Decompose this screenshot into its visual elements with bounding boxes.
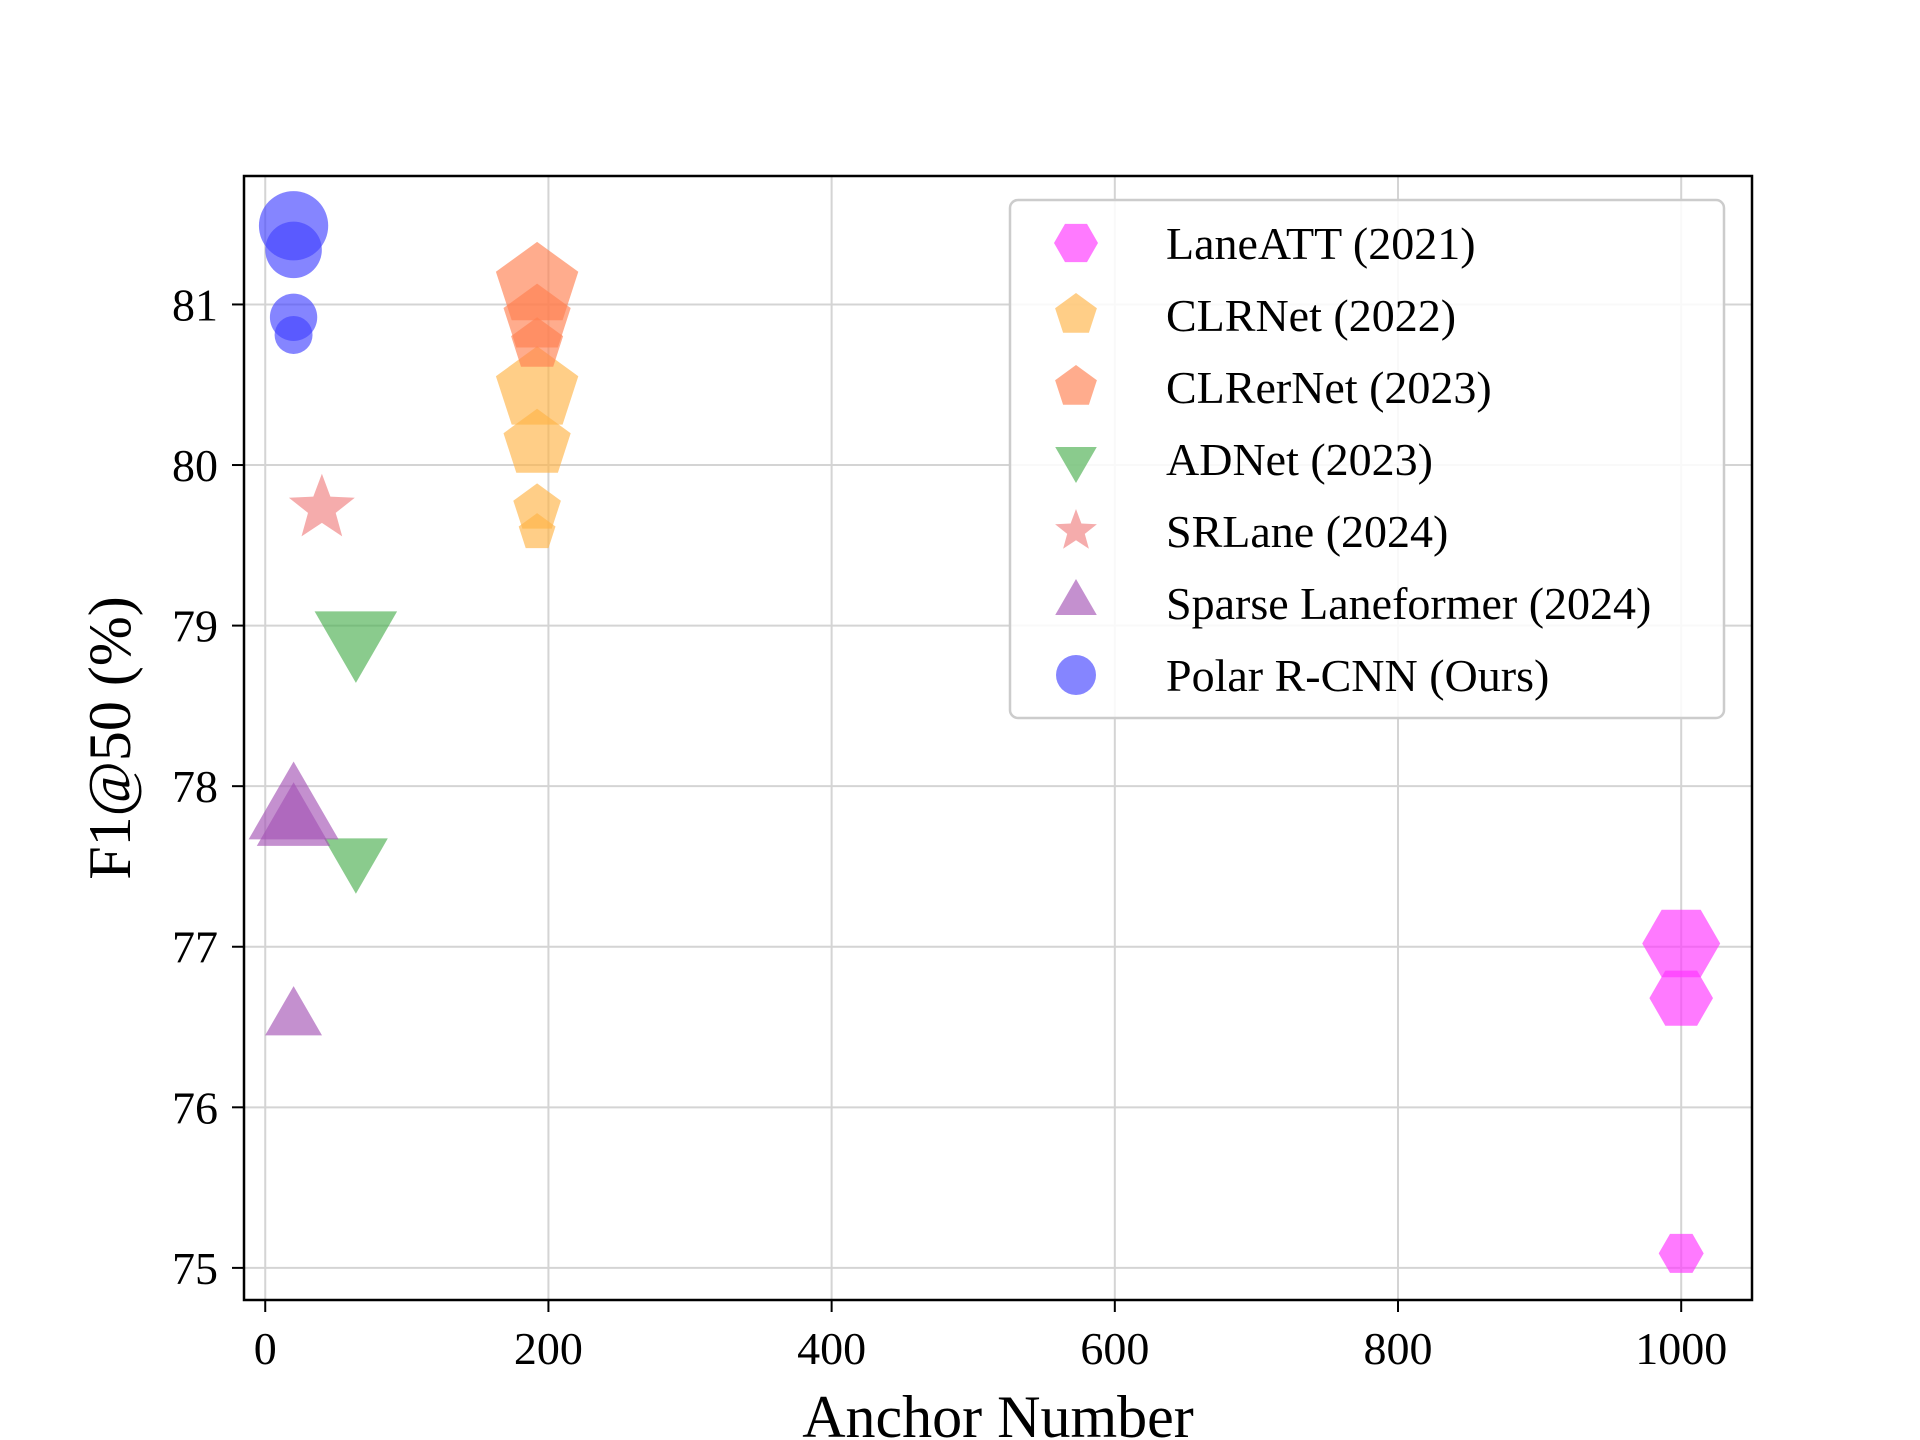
series-circle <box>258 191 329 354</box>
series-pentagon <box>495 346 579 549</box>
y-tick-label: 78 <box>172 761 218 812</box>
y-tick-label: 76 <box>172 1082 218 1133</box>
data-point <box>503 408 571 473</box>
legend-label: SRLane (2024) <box>1166 506 1448 557</box>
data-point <box>265 221 322 279</box>
data-point <box>1658 1233 1704 1273</box>
legend-label: CLRNet (2022) <box>1166 290 1456 341</box>
legend-marker <box>1055 293 1097 333</box>
series-triangle-down <box>314 611 398 894</box>
data-point <box>314 611 398 683</box>
legend-label: Sparse Laneformer (2024) <box>1166 578 1651 629</box>
legend-marker <box>1055 509 1097 549</box>
data-point <box>1649 970 1713 1026</box>
plot-frame <box>242 174 1754 1302</box>
legend-marker <box>1055 365 1097 405</box>
data-point <box>288 473 355 537</box>
legend-marker <box>1055 447 1097 483</box>
data-point <box>513 483 561 529</box>
series-hexagon <box>1642 909 1721 1273</box>
legend-box <box>1008 198 1726 720</box>
y-tick-label: 79 <box>172 601 218 652</box>
y-axis-label: F1@50 (%) <box>77 596 143 880</box>
x-tick-label: 400 <box>797 1323 866 1374</box>
x-tick-label: 600 <box>1080 1323 1149 1374</box>
y-tick-label: 75 <box>172 1243 218 1294</box>
series-triangle-up <box>248 761 339 1036</box>
x-tick-label: 800 <box>1364 1323 1433 1374</box>
x-tick-label: 1000 <box>1635 1323 1727 1374</box>
legend: LaneATT (2021) CLRNet (2022) CLRerNet (202… <box>1008 198 1726 720</box>
data-point <box>274 315 313 354</box>
legend-label: LaneATT (2021) <box>1166 218 1476 269</box>
y-tick-label: 77 <box>172 922 218 973</box>
legend-label: ADNet (2023) <box>1166 434 1433 485</box>
y-tick-label: 81 <box>172 279 218 330</box>
series-star <box>288 473 355 537</box>
x-tick-label: 0 <box>254 1323 277 1374</box>
data-point <box>511 317 564 367</box>
x-tick-label: 200 <box>514 1323 583 1374</box>
series-pentagon <box>495 241 579 367</box>
legend-marker <box>1056 655 1096 695</box>
data-point <box>495 346 579 425</box>
legend-label: CLRerNet (2023) <box>1166 362 1492 413</box>
data-point <box>323 838 388 894</box>
legend-marker <box>1054 223 1098 263</box>
x-axis-label: Anchor Number <box>802 1384 1194 1440</box>
data-point <box>518 513 556 549</box>
legend-marker <box>1055 579 1097 615</box>
data-point <box>1642 909 1721 978</box>
data-point <box>265 986 322 1036</box>
legend-label: Polar R-CNN (Ours) <box>1166 650 1549 701</box>
data-point <box>256 782 331 846</box>
tick-layer: 0 200 400 600 800 1000 75 76 77 78 79 80 81 <box>172 279 1727 1374</box>
y-tick-label: 80 <box>172 440 218 491</box>
marker-layer <box>248 191 1721 1273</box>
